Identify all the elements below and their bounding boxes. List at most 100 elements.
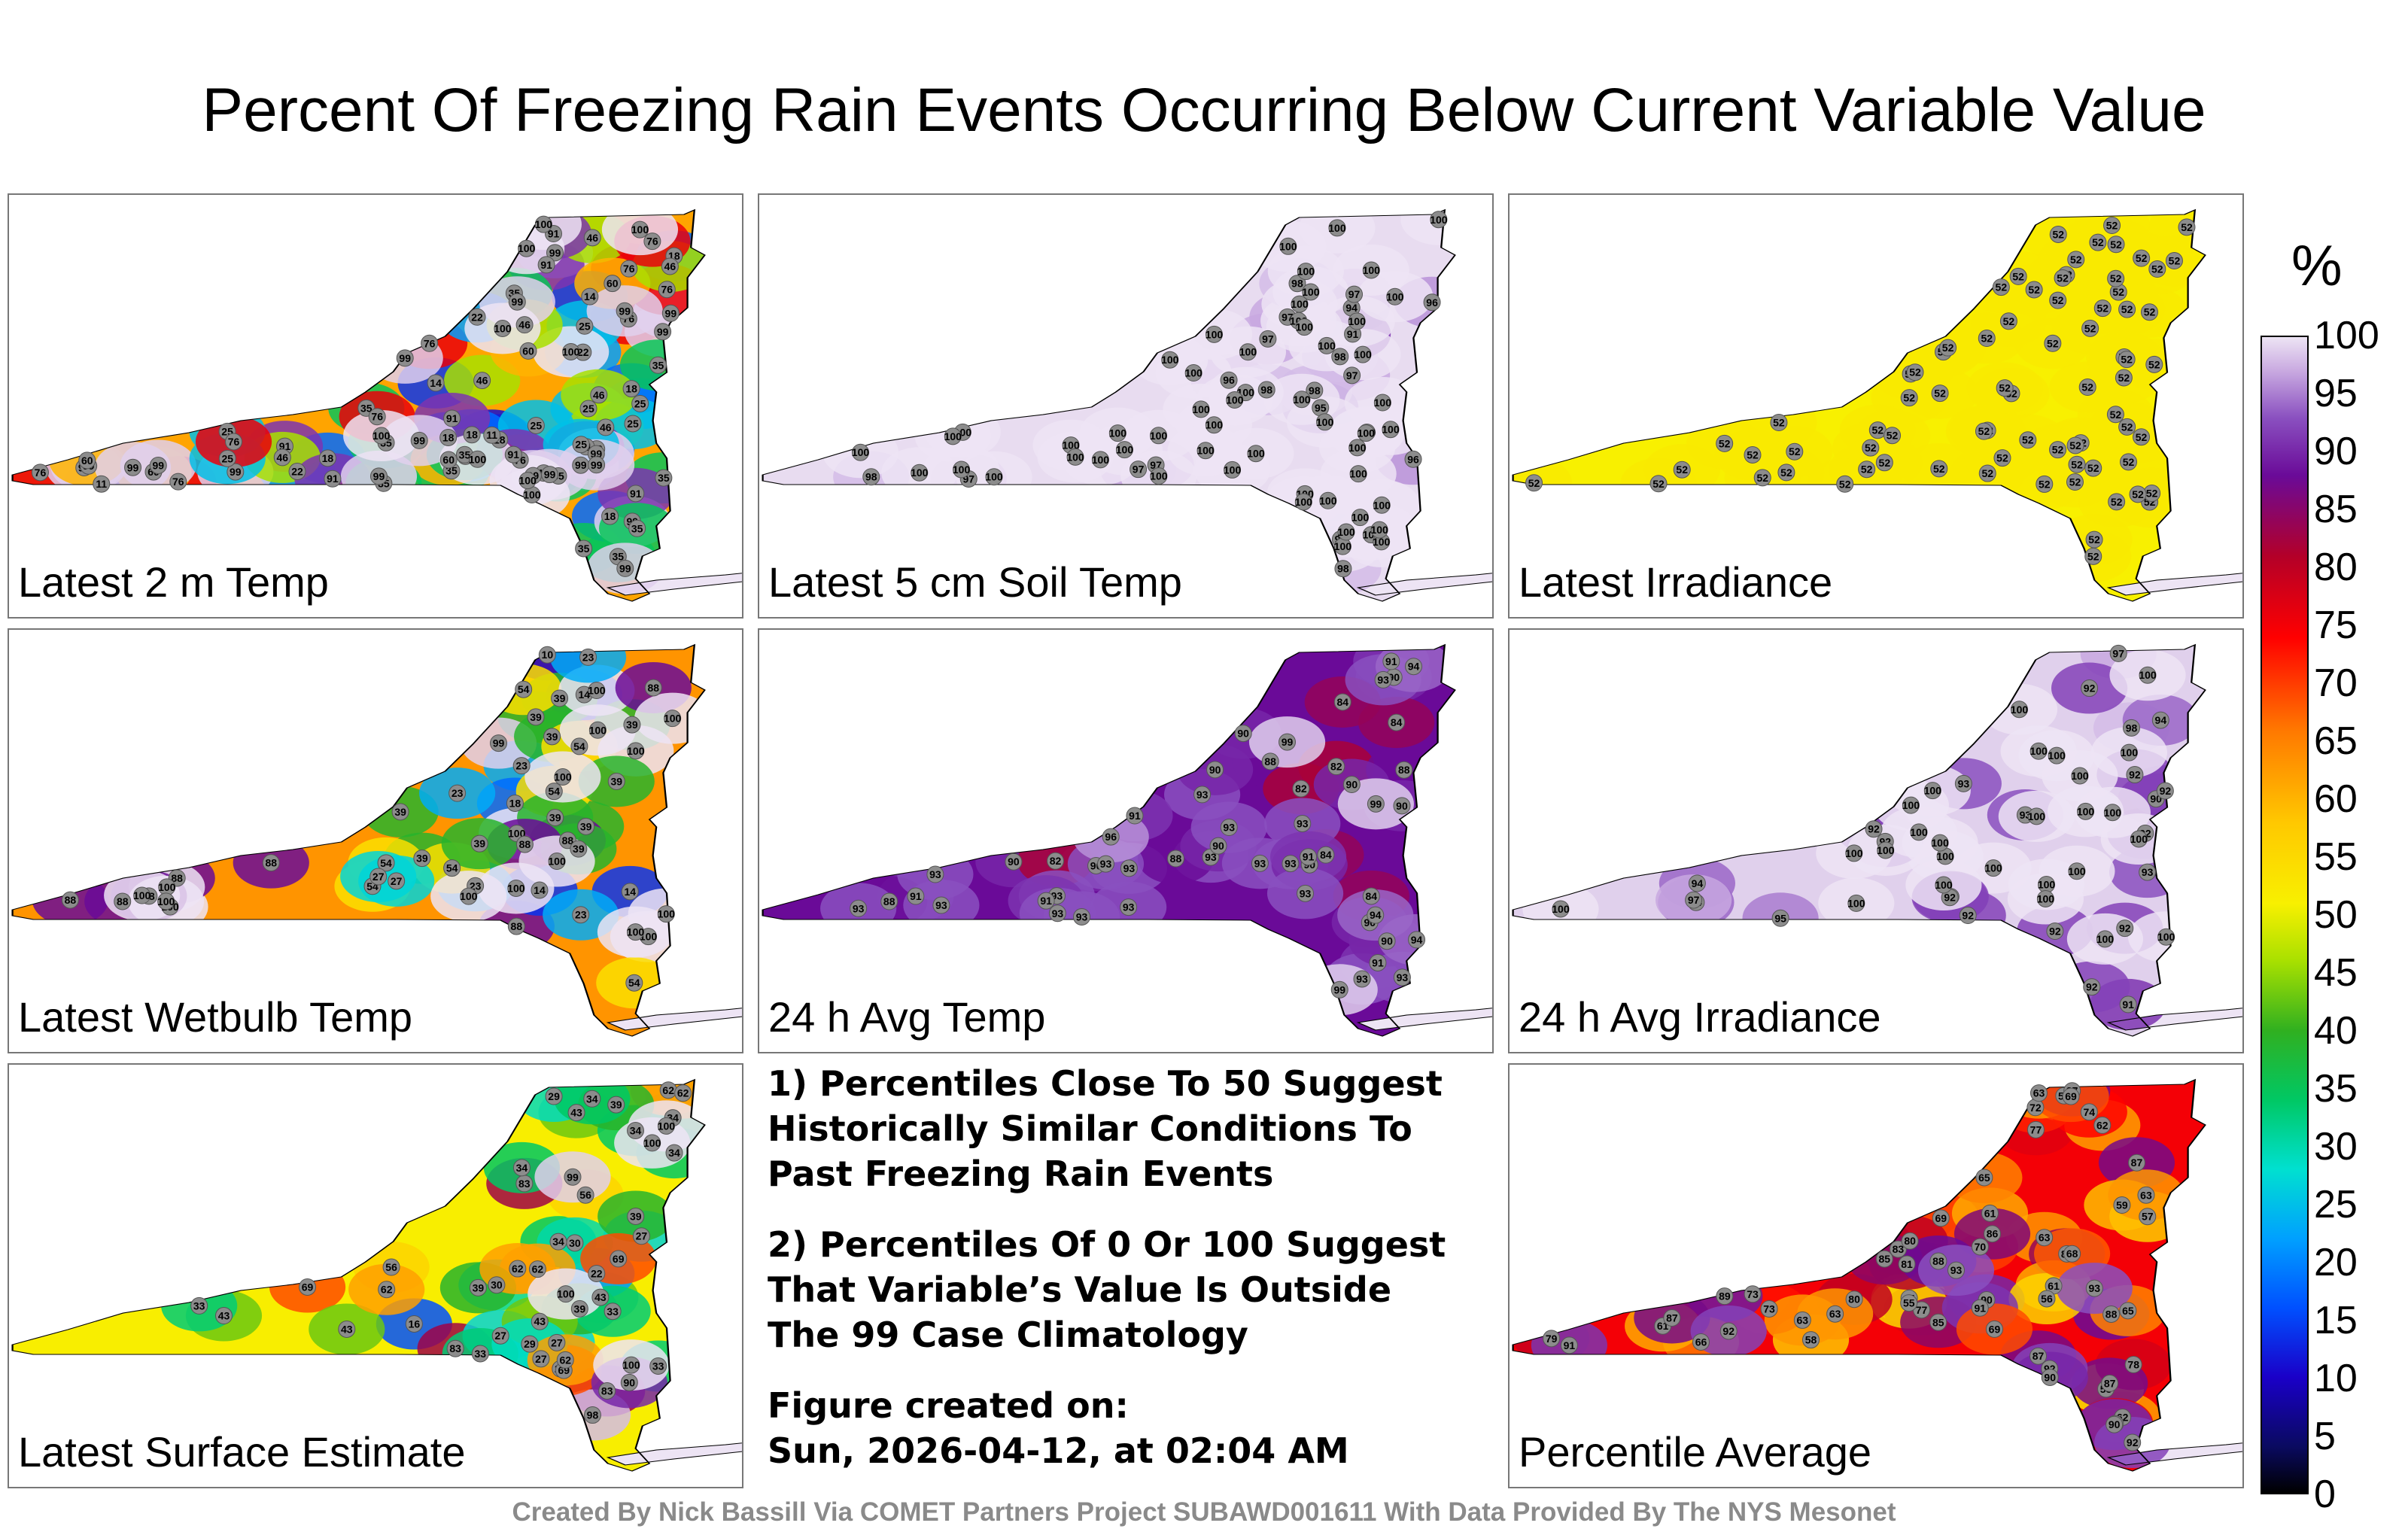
station-dot [1209,837,1227,855]
station-dot [1744,1285,1762,1303]
station-value: 52 [2028,284,2040,296]
colorbar-tick-label: 70 [2314,661,2358,705]
station-value: 16 [409,1318,421,1330]
station-value: 39 [580,820,592,832]
station-dot [494,319,512,337]
station-dot [661,304,680,322]
station-value: 83 [449,1342,461,1354]
station-value: 69 [1935,1212,1947,1224]
long-island-fill [1358,1008,1492,1030]
station-value: 52 [2057,272,2069,284]
station-dot [1337,523,1355,541]
station-value: 43 [218,1310,230,1322]
station-dot [1688,874,1706,892]
station-dot [1367,906,1385,924]
station-dot [1388,713,1406,731]
station-value: 61 [2048,1280,2060,1292]
station-dot [880,892,898,910]
station-dot [607,1096,625,1114]
station-dot [911,464,929,482]
state-outline [1512,208,2206,602]
station-dot [1373,496,1391,514]
station-dot [644,679,662,697]
station-value: 99 [512,296,524,308]
station-dot [2096,930,2114,948]
station-value: 52 [2087,462,2099,474]
station-value: 93 [1223,822,1235,834]
station-dot [1393,968,1411,986]
station-dot [564,1168,582,1186]
colorbar-tick-label: 50 [2314,893,2358,937]
station-value: 22 [591,1267,603,1279]
map-svg: 9796959796989795941009897989791969898979… [762,208,1492,602]
station-value: 23 [451,787,464,799]
station-value: 100 [622,1359,640,1371]
station-value: 34 [668,1147,680,1159]
station-value: 100 [2028,810,2046,822]
station-value: 100 [1297,266,1315,278]
station-dot [262,854,280,872]
station-value: 77 [2030,1123,2042,1135]
station-value: 22 [577,346,589,358]
station-value: 25 [575,439,587,451]
station-dot [2081,679,2099,698]
station-value: 56 [2041,1293,2053,1305]
station-value: 35 [360,402,372,414]
station-value: 99 [413,434,425,446]
station-value: 88 [883,895,895,907]
station-value: 52 [1999,382,2011,394]
station-dot [1932,1209,1950,1227]
created-label: Figure created on: [768,1385,1129,1426]
station-dot [604,275,622,293]
station-dot [591,1288,610,1306]
station-value: 100 [1552,903,1570,915]
station-value: 100 [460,890,478,902]
station-value: 90 [1396,800,1408,812]
station-value: 100 [1374,397,1392,409]
station-value: 76 [646,236,658,248]
station-dot [537,256,555,274]
station-dot [1317,846,1335,864]
panel-label: 24 h Avg Temp [768,993,1046,1041]
station-value: 93 [2142,866,2154,878]
station-dot [1349,465,1367,483]
station-dot [1408,931,1426,949]
map-svg: 3576111818767618113599141825993522181418… [11,208,742,602]
station-value: 91 [1372,956,1384,968]
station-value: 52 [1981,333,1993,345]
station-value: 18 [322,452,334,464]
station-dot [377,854,395,872]
station-value: 100 [1295,496,1313,508]
station-value: 52 [2096,302,2109,315]
station-dot [2025,281,2043,299]
station-value: 96 [1223,374,1235,386]
station-dot [2009,267,2027,285]
station-dot [654,323,672,341]
station-dot [1294,493,1312,511]
station-dot [1954,774,1972,792]
colorbar-tick-label: 95 [2314,372,2358,415]
station-value: 34 [516,1162,528,1174]
station-dot [288,463,306,481]
station-dot [1865,820,1883,838]
station-dot [1373,394,1391,412]
station-dot [1858,460,1876,479]
station-value: 98 [587,1409,599,1421]
station-dot [338,1320,356,1338]
station-value: 18 [442,431,455,443]
station-value: 84 [1320,849,1332,861]
long-island-fill [1358,573,1492,595]
note-1-line-3: Past Freezing Rain Events [768,1154,1274,1194]
station-value: 88 [1932,1255,1944,1267]
station-dot [570,1299,588,1318]
station-dot [519,342,537,360]
station-value: 100 [658,908,676,920]
station-value: 63 [1797,1314,1809,1326]
station-value: 79 [1546,1333,1558,1345]
panel-label: 24 h Avg Irradiance [1519,993,1881,1041]
station-dot [1975,422,1993,440]
station-dot [1293,391,1311,409]
station-value: 52 [2136,252,2148,264]
panel-label: Latest Irradiance [1519,558,1833,606]
station-dot [2145,355,2163,373]
